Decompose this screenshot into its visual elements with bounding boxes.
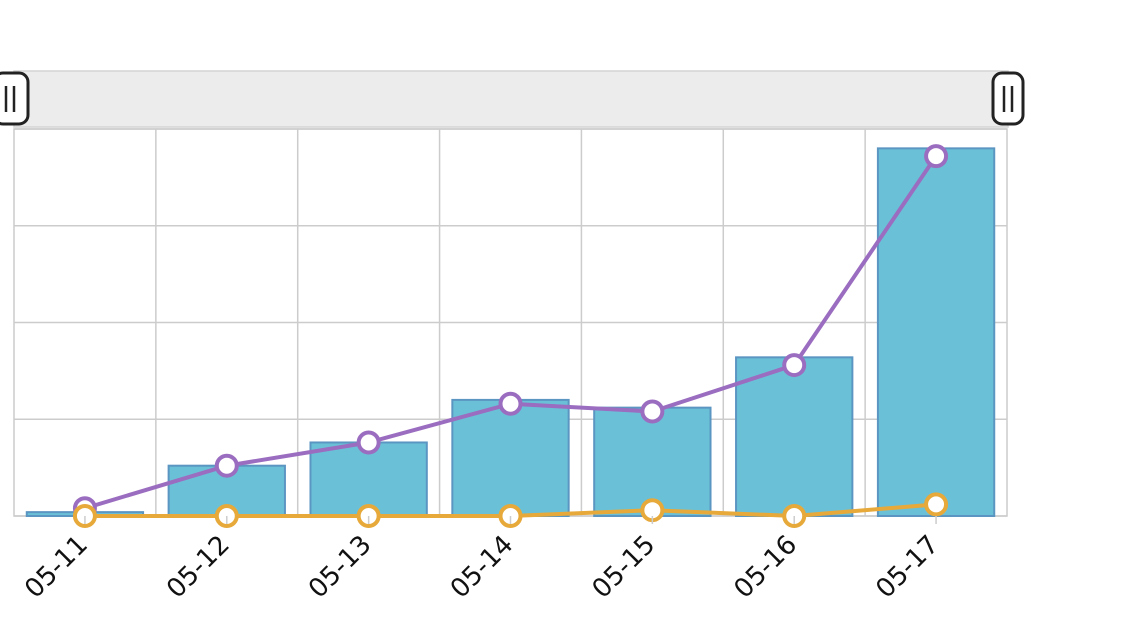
x-tick-label: 05-16 xyxy=(729,530,804,605)
x-tick-label: 05-15 xyxy=(587,530,662,605)
zoom-slider-track[interactable] xyxy=(13,70,1009,128)
x-tick-label: 05-12 xyxy=(161,530,236,605)
zoom-handle-left[interactable] xyxy=(0,71,30,126)
x-tick-label: 05-14 xyxy=(445,530,520,605)
x-tick-label: 05-13 xyxy=(303,530,378,605)
bar[interactable] xyxy=(451,398,570,517)
data-point[interactable] xyxy=(924,144,949,169)
zoom-handle-right[interactable] xyxy=(991,71,1025,126)
bar-series xyxy=(25,147,996,518)
data-point[interactable] xyxy=(356,430,381,455)
zoom-slider[interactable] xyxy=(0,70,1025,128)
data-point[interactable] xyxy=(498,391,523,416)
data-point[interactable] xyxy=(924,492,949,517)
x-tick-label: 05-17 xyxy=(870,530,945,605)
x-axis-labels: 05-11 05-12 05-13 05-14 05-15 05-16 05-17 xyxy=(19,516,945,604)
bar[interactable] xyxy=(735,356,854,517)
data-point[interactable] xyxy=(640,399,665,424)
data-point[interactable] xyxy=(214,453,239,478)
x-tick-label: 05-11 xyxy=(19,530,94,605)
data-point[interactable] xyxy=(782,353,807,378)
bar[interactable] xyxy=(876,147,996,517)
grid xyxy=(13,128,1008,517)
